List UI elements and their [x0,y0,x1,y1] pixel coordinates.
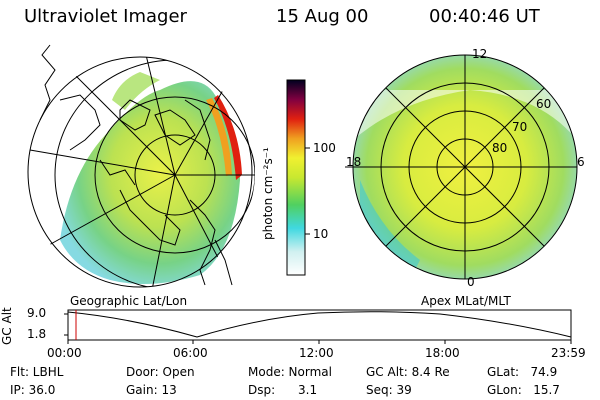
left-panel-caption: Geographic Lat/Lon [70,294,188,308]
coastline-outlines [39,44,233,286]
lat-70-label: 70 [512,120,528,134]
ip-label: IP: 36.0 [10,383,56,397]
mode-label: Mode: Normal [248,365,332,379]
color-bar [286,79,310,276]
gain-label: Gain: 13 [126,383,177,397]
glon-label: GLon: 15.7 [487,383,560,397]
polar-grid [345,55,577,279]
colorbar-tick-10: 10 [313,227,329,241]
altitude-ylabel: GC Alt [0,307,14,345]
door-label: Door: Open [126,365,195,379]
xtick-1800: 18:00 [425,346,460,360]
mlt-6-label: 6 [577,155,585,169]
dsp-label: Dsp: 3.1 [248,383,318,397]
mlt-18-label: 18 [346,155,362,169]
seq-label: Seq: 39 [366,383,412,397]
lat-80-label: 80 [492,141,508,155]
geographic-image [27,44,255,288]
right-panel-caption: Apex MLat/MLT [421,294,511,308]
date-label: 15 Aug 00 [276,6,369,27]
altitude-ytick-min: 1.8 [27,327,47,341]
mlt-12-label: 12 [472,47,488,61]
xtick-2359: 23:59 [551,346,586,360]
colorbar-unit-label: photon cm⁻²s⁻¹ [261,147,275,240]
instrument-title: Ultraviolet Imager [24,6,187,27]
altitude-plot [64,309,572,344]
mlt-0-label: 0 [467,275,475,289]
lat-60-label: 60 [536,97,552,111]
xtick-0600: 06:00 [173,346,208,360]
time-label: 00:40:46 UT [429,6,540,27]
polar-image [345,54,578,280]
xtick-1200: 12:00 [299,346,334,360]
xtick-0000: 00:00 [47,346,82,360]
filter-label: Flt: LBHL [10,365,64,379]
gc-alt-label: GC Alt: 8.4 Re [366,365,450,379]
altitude-ytick-max: 9.0 [27,306,47,320]
altitude-curve [67,311,572,338]
glat-label: GLat: 74.9 [487,365,558,379]
colorbar-tick-100: 100 [313,141,336,155]
